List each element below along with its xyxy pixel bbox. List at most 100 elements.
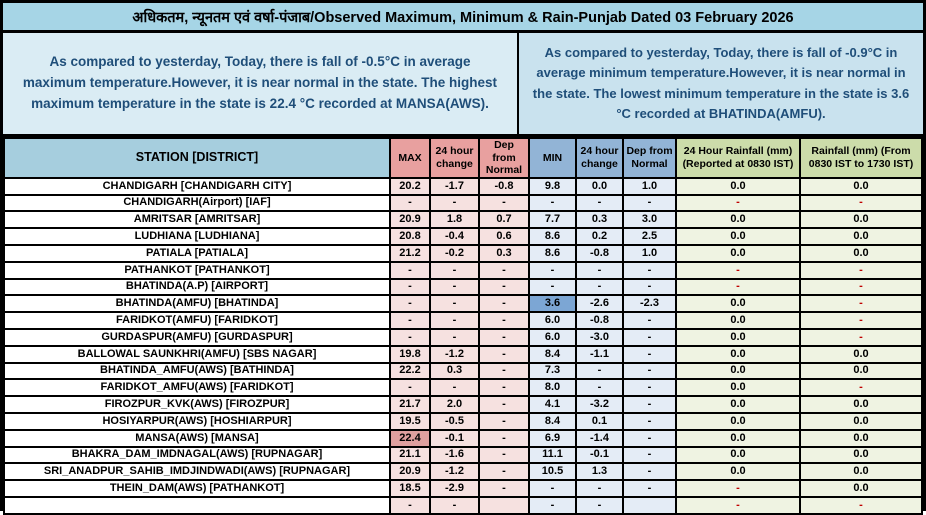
summary-panels: As compared to yesterday, Today, there i…	[3, 33, 923, 137]
min-chg-cell: -	[575, 361, 624, 381]
station-cell: BHATINDA_AMFU(AWS) [BATHINDA]	[3, 361, 391, 381]
min-dep-cell: 3.0	[622, 210, 677, 230]
max-dep-cell: -	[478, 411, 530, 431]
rain-0830-cell: 0.0	[675, 462, 801, 482]
station-cell: MANSA(AWS) [MANSA]	[3, 428, 391, 448]
table-row: LUDHIANA [LUDHIANA] 20.8 -0.4 0.6 8.6 0.2 2.5 0…	[3, 227, 923, 246]
max-dep-cell: 0.6	[478, 227, 530, 246]
min-cell: 10.5	[528, 462, 577, 482]
rain-1730-cell: -	[799, 260, 923, 280]
table-row: HOSIYARPUR(AWS) [HOSHIARPUR] 19.5 -0.5-8.4…	[3, 411, 923, 431]
min-dep-cell: -	[622, 193, 677, 213]
min-chg-cell: -1.1	[575, 344, 624, 364]
rain-0830-cell: 0.0	[675, 344, 801, 364]
max-dep-cell: -	[478, 260, 530, 280]
rain-1730-cell: 0.0	[799, 445, 923, 465]
rain-1730-cell: 0.0	[799, 176, 923, 196]
max-summary-text: As compared to yesterday, Today, there i…	[22, 54, 498, 111]
min-cell: -	[528, 277, 577, 297]
min-summary-text: As compared to yesterday, Today, there i…	[532, 45, 910, 121]
table-row: BALLOWAL SAUNKHRI(AMFU) [SBS NAGAR] 19.8-…	[3, 344, 923, 364]
station-cell: AMRITSAR [AMRITSAR]	[3, 210, 391, 230]
max-chg-cell: -	[429, 378, 480, 398]
rain-1730-cell: -	[799, 277, 923, 297]
station-cell: BALLOWAL SAUNKHRI(AMFU) [SBS NAGAR]	[3, 344, 391, 364]
min-dep-cell: -	[622, 462, 677, 482]
rain-0830-cell: -	[675, 193, 801, 213]
rain-1730-cell: 0.0	[799, 361, 923, 381]
rain-0830-cell: 0.0	[675, 294, 801, 314]
max-chg-cell: -	[429, 311, 480, 330]
station-cell: HOSIYARPUR(AWS) [HOSHIARPUR]	[3, 411, 391, 431]
table-row: MANSA(AWS) [MANSA] 22.4 -0.1-6.9 -1.4-0.0 0.…	[3, 428, 923, 448]
max-cell: 22.4	[389, 428, 431, 448]
max-chg-cell: 2.0	[429, 395, 480, 414]
rain-0830-cell: -	[675, 479, 801, 498]
min-dep-cell: -	[622, 411, 677, 431]
min-cell: 6.9	[528, 428, 577, 448]
min-cell: 8.6	[528, 243, 577, 263]
min-dep-cell: 1.0	[622, 243, 677, 263]
col-header-station: STATION [DISTRICT]	[3, 137, 391, 179]
max-chg-cell: -1.2	[429, 344, 480, 364]
max-chg-cell: -0.4	[429, 227, 480, 246]
station-cell: LUDHIANA [LUDHIANA]	[3, 227, 391, 246]
min-cell: 4.1	[528, 395, 577, 414]
table-row: CHANDIGARH(Airport) [IAF] - - - - - - - -	[3, 193, 923, 213]
max-dep-cell: -	[478, 428, 530, 448]
min-dep-cell: -	[622, 479, 677, 498]
min-chg-cell: -2.6	[575, 294, 624, 314]
page-title: अधिकतम, न्यूनतम एवं वर्षा-पंजाब/Observed…	[3, 3, 923, 33]
max-cell: -	[389, 311, 431, 330]
min-dep-cell	[622, 495, 677, 515]
min-cell: 7.7	[528, 210, 577, 230]
max-chg-cell: -2.9	[429, 479, 480, 498]
max-cell: 20.2	[389, 176, 431, 196]
min-chg-cell: -0.8	[575, 243, 624, 263]
table-row: BHATINDA(AMFU) [BHATINDA] - - -3.6 -2.6 -2.3 0…	[3, 294, 923, 314]
header-row: STATION [DISTRICT] MAX 24 hour change De…	[3, 137, 923, 179]
min-cell: -	[528, 479, 577, 498]
station-cell: SRI_ANADPUR_SAHIB_IMDJINDWADI(AWS) [RUPN…	[3, 462, 391, 482]
rain-0830-cell: 0.0	[675, 327, 801, 347]
col-header-max: MAX	[389, 137, 431, 179]
min-dep-cell: -	[622, 428, 677, 448]
rain-1730-cell: -	[799, 193, 923, 213]
min-dep-cell: -	[622, 361, 677, 381]
max-cell: 19.8	[389, 344, 431, 364]
max-chg-cell: -	[429, 495, 480, 515]
station-cell: PATHANKOT [PATHANKOT]	[3, 260, 391, 280]
rain-1730-cell: -	[799, 294, 923, 314]
min-chg-cell: -	[575, 495, 624, 515]
min-chg-cell: 0.0	[575, 176, 624, 196]
table-row: FARIDKOT_AMFU(AWS) [FARIDKOT] - - -8.0- -0.0…	[3, 378, 923, 398]
rain-0830-cell: -	[675, 277, 801, 297]
min-dep-cell: -	[622, 445, 677, 465]
max-cell: -	[389, 193, 431, 213]
table-row: THEIN_DAM(AWS) [PATHANKOT] 18.5 -2.9- - - - -0…	[3, 479, 923, 498]
station-cell: CHANDIGARH [CHANDIGARH CITY]	[3, 176, 391, 196]
min-chg-cell: -1.4	[575, 428, 624, 448]
min-cell: -	[528, 495, 577, 515]
min-summary-panel: As compared to yesterday, Today, there i…	[519, 33, 923, 134]
min-dep-cell: -	[622, 378, 677, 398]
table-body: CHANDIGARH [CHANDIGARH CITY] 20.2 -1.7 -0.8…	[3, 176, 923, 515]
min-chg-cell: -3.0	[575, 327, 624, 347]
rain-1730-cell: 0.0	[799, 395, 923, 414]
max-cell: 22.2	[389, 361, 431, 381]
weather-table: STATION [DISTRICT] MAX 24 hour change De…	[3, 137, 923, 515]
station-cell: FIROZPUR_KVK(AWS) [FIROZPUR]	[3, 395, 391, 414]
max-dep-cell: -	[478, 327, 530, 347]
table-row: BHATINDA_AMFU(AWS) [BATHINDA] 22.2 0.3-7.3…	[3, 361, 923, 381]
max-cell: -	[389, 378, 431, 398]
max-chg-cell: -1.2	[429, 462, 480, 482]
table-row: PATHANKOT [PATHANKOT] - - - - - - - -	[3, 260, 923, 280]
min-dep-cell: -	[622, 395, 677, 414]
col-header-rain-1730: Rainfall (mm) (From 0830 IST to 1730 IST…	[799, 137, 923, 179]
table-row: AMRITSAR [AMRITSAR] 20.9 1.8 0.7 7.7 0.3 3.0 0.…	[3, 210, 923, 230]
max-cell: 20.9	[389, 462, 431, 482]
min-cell: 6.0	[528, 311, 577, 330]
min-chg-cell: -	[575, 378, 624, 398]
max-dep-cell: -	[478, 311, 530, 330]
max-chg-cell: -1.6	[429, 445, 480, 465]
